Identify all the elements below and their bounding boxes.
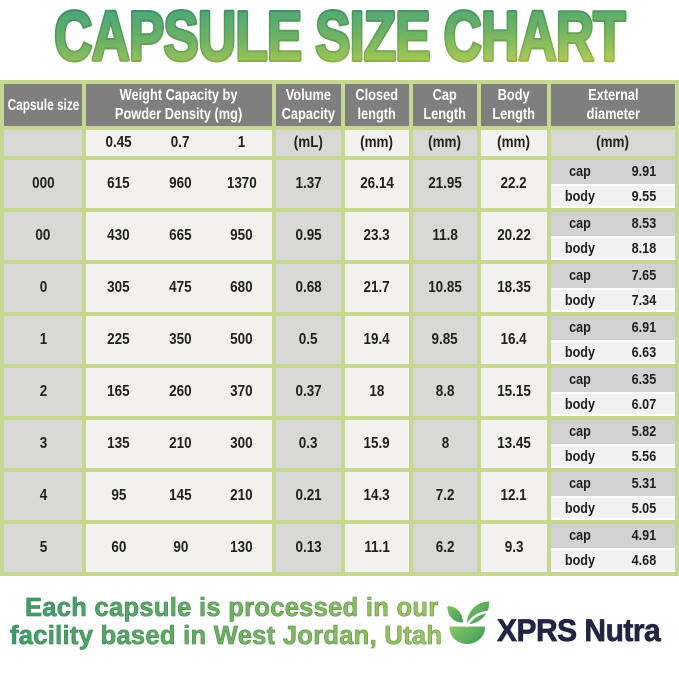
svg-text:CAPSULE SIZE CHART: CAPSULE SIZE CHART [54, 0, 626, 76]
